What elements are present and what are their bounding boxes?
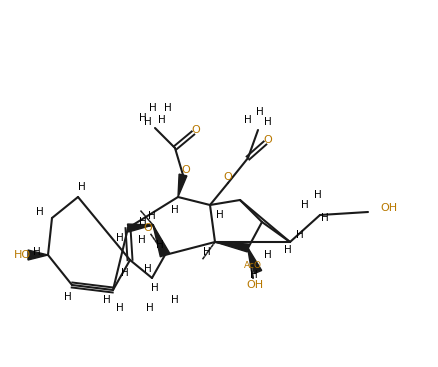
Text: H: H — [138, 235, 145, 245]
Text: H: H — [264, 250, 271, 260]
Text: O: O — [263, 135, 272, 145]
Text: H: H — [64, 292, 72, 302]
Text: H: H — [36, 207, 44, 217]
Text: HO: HO — [14, 250, 31, 260]
Text: O: O — [181, 165, 190, 175]
Text: O: O — [223, 172, 232, 182]
Text: H: H — [244, 115, 251, 125]
Text: H: H — [250, 270, 257, 280]
Polygon shape — [153, 225, 169, 257]
Text: H: H — [296, 230, 303, 240]
Text: H: H — [264, 117, 271, 127]
Text: H: H — [255, 107, 263, 117]
Text: OH: OH — [246, 280, 263, 290]
Text: O: O — [191, 125, 200, 135]
Text: H: H — [320, 213, 328, 223]
Text: H: H — [164, 103, 172, 113]
Text: H: H — [171, 205, 178, 215]
Polygon shape — [215, 242, 248, 252]
Text: H: H — [146, 303, 154, 313]
Polygon shape — [127, 224, 153, 232]
Text: H: H — [283, 245, 291, 255]
Text: AcO: AcO — [244, 261, 261, 269]
Text: OH: OH — [379, 203, 396, 213]
Text: H: H — [171, 295, 178, 305]
Text: H: H — [116, 303, 124, 313]
Text: H: H — [300, 200, 308, 210]
Text: H: H — [139, 217, 147, 227]
Text: H: H — [203, 247, 210, 257]
Text: H: H — [103, 295, 111, 305]
Text: H: H — [33, 247, 41, 257]
Text: H: H — [116, 233, 124, 243]
Polygon shape — [28, 250, 48, 260]
Text: H: H — [121, 268, 129, 278]
Polygon shape — [247, 248, 261, 273]
Text: H: H — [144, 264, 152, 274]
Text: H: H — [215, 210, 223, 220]
Text: H: H — [78, 182, 86, 192]
Text: H: H — [151, 283, 159, 293]
Polygon shape — [177, 174, 187, 197]
Text: H: H — [156, 240, 163, 250]
Text: H: H — [148, 211, 155, 221]
Text: O: O — [143, 223, 152, 233]
Text: H: H — [149, 103, 156, 113]
Text: H: H — [158, 115, 166, 125]
Text: H: H — [139, 113, 147, 123]
Text: H: H — [144, 117, 152, 127]
Text: H: H — [314, 190, 321, 200]
